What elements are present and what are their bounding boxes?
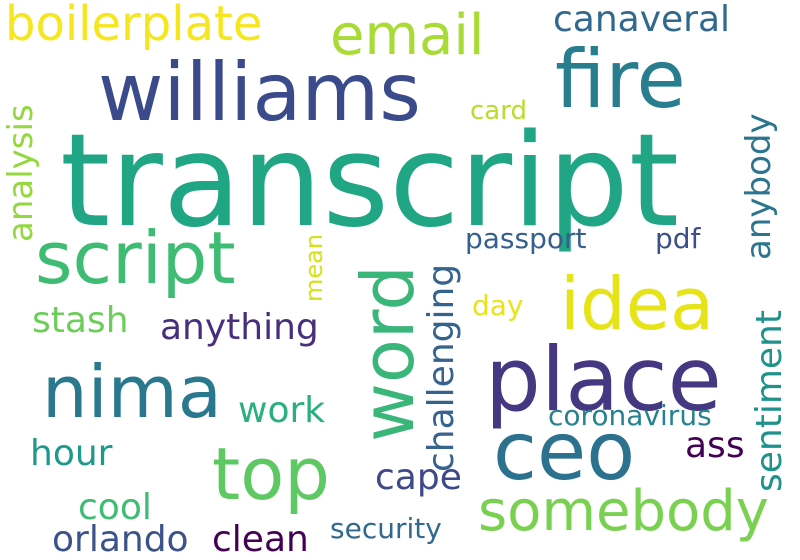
word-top: top — [212, 432, 330, 516]
word-work: work — [238, 390, 326, 431]
word-williams: williams — [98, 46, 421, 139]
word-anybody: anybody — [739, 113, 779, 260]
word-somebody: somebody — [478, 479, 769, 544]
word-card: card — [470, 96, 527, 126]
word-email: email — [330, 3, 485, 68]
word-stash: stash — [32, 300, 129, 341]
word-word: word — [346, 265, 430, 442]
word-ceo: ceo — [493, 405, 636, 498]
word-mean: mean — [300, 233, 328, 302]
word-canaveral: canaveral — [553, 0, 731, 40]
word-clean: clean — [212, 519, 309, 560]
word-passport: passport — [465, 222, 587, 255]
word-cape: cape — [375, 457, 462, 498]
word-security: security — [330, 512, 442, 545]
word-orlando: orlando — [52, 519, 189, 560]
word-analysis: analysis — [1, 104, 41, 242]
word-script: script — [35, 216, 236, 300]
word-fire: fire — [555, 33, 686, 126]
word-place: place — [485, 328, 722, 431]
word-ass: ass — [685, 425, 745, 466]
word-day: day — [472, 289, 524, 322]
word-challenging: challenging — [421, 263, 462, 472]
word-cool: cool — [78, 487, 152, 528]
word-coronavirus: coronavirus — [548, 399, 712, 432]
word-sentiment: sentiment — [749, 310, 790, 492]
word-nima: nima — [42, 350, 222, 434]
word-pdf: pdf — [655, 222, 701, 255]
word-hour: hour — [30, 433, 113, 474]
word-transcript: transcript — [60, 107, 680, 256]
word-idea: idea — [560, 262, 715, 346]
word-boilerplate: boilerplate — [5, 0, 263, 52]
word-anything: anything — [160, 307, 319, 348]
